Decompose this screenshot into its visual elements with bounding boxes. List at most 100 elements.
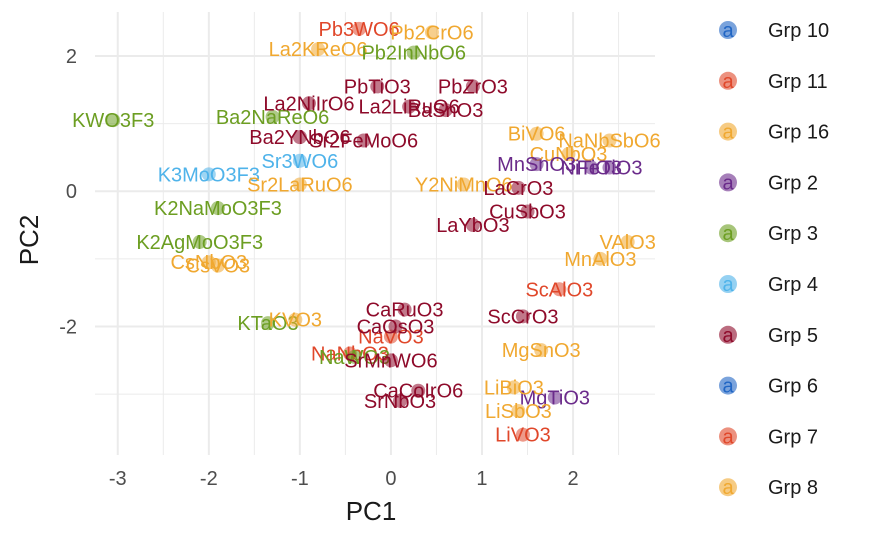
data-point-marker — [292, 153, 307, 168]
data-point-marker — [515, 427, 530, 442]
data-point-marker — [561, 147, 576, 162]
data-point-marker — [352, 21, 367, 36]
x-tick-label: -2 — [200, 468, 218, 490]
data-point-marker — [261, 316, 276, 331]
legend-key-glyph: a — [722, 223, 734, 245]
data-point-label: Sr2FeMoO6 — [309, 131, 418, 153]
data-point-label: PbZrO3 — [438, 76, 508, 98]
data-point-marker — [201, 167, 216, 182]
data-point-marker — [192, 234, 207, 249]
data-point-label: SrNbO3 — [364, 391, 436, 413]
data-point-label: LiVO3 — [495, 425, 551, 447]
data-point-marker — [552, 282, 567, 297]
data-point-label: NaVO3 — [358, 327, 424, 349]
legend-key-marker — [719, 122, 737, 141]
data-point-marker — [529, 157, 544, 172]
data-point-marker — [515, 309, 530, 324]
data-point-label: Ba2YNbO6 — [249, 127, 350, 149]
legend-key-marker — [719, 275, 737, 293]
y-tick-label: 2 — [66, 46, 77, 68]
data-point-label: LiSbO3 — [485, 401, 552, 423]
legend-key-marker — [719, 478, 737, 497]
data-point-label: CaRuO3 — [366, 300, 444, 322]
legend-key-marker — [719, 224, 737, 243]
data-point-label: SrMnWO6 — [344, 350, 437, 372]
data-point-label: La2KReO6 — [269, 39, 368, 61]
data-point-label: CaOsO3 — [357, 316, 435, 338]
data-point-marker — [465, 218, 480, 233]
data-point-label: CsVO3 — [186, 256, 250, 278]
data-point-marker — [465, 79, 480, 94]
data-point-label: LiBiO3 — [484, 377, 544, 399]
legend-key-glyph: a — [722, 325, 734, 347]
data-point-marker — [265, 109, 280, 124]
data-point-marker — [292, 177, 307, 192]
data-point-label: NaNbSbO6 — [558, 131, 660, 153]
data-point-label: MgTiO3 — [520, 388, 590, 410]
data-point-label: CsNbO3 — [170, 252, 247, 274]
data-point-label: Ba2NaReO6 — [216, 107, 329, 129]
data-point-marker — [388, 319, 403, 334]
data-point-label: ScCrO3 — [487, 306, 558, 328]
data-point-marker — [547, 390, 562, 405]
data-point-label: KWO3F3 — [72, 110, 154, 132]
data-point-marker — [301, 96, 316, 111]
data-point-label: KTaO3 — [237, 313, 298, 335]
legend-key-glyph: a — [722, 376, 734, 398]
legend-entry-label: Grp 16 — [768, 122, 829, 144]
data-point-label: PbTiO3 — [344, 76, 411, 98]
data-point-marker — [438, 103, 453, 118]
data-point-marker — [534, 343, 549, 358]
data-point-label: CuNbO3 — [530, 144, 608, 166]
legend-entry-label: Grp 10 — [768, 20, 829, 42]
data-point-label: Pb2CrO6 — [390, 22, 473, 44]
data-point-label: LaYbO3 — [436, 215, 509, 237]
legend-key-marker — [719, 427, 737, 446]
data-point-marker — [397, 302, 412, 317]
legend-key-glyph: a — [722, 274, 734, 296]
legend-entry-label: Grp 5 — [768, 325, 818, 347]
data-point-marker — [620, 234, 635, 249]
data-point-marker — [456, 177, 471, 192]
data-point-marker — [370, 79, 385, 94]
y-axis-label: PC2 — [14, 215, 44, 266]
legend: a Grp 10 a Grp 11 a Grp 16 a Grp 2 a Grp 3 a Grp 4 a… — [719, 20, 829, 499]
legend-entry-label: Grp 7 — [768, 426, 818, 448]
data-point-marker — [506, 380, 521, 395]
legend-key-glyph: a — [722, 477, 734, 499]
x-axis-label: PC1 — [346, 496, 397, 526]
data-point-marker — [347, 349, 362, 364]
data-point-marker — [602, 160, 617, 175]
data-point-label: NiTiO3 — [561, 158, 622, 180]
data-point-label: K2AgMoO3F3 — [136, 232, 263, 254]
data-point-label: Pb3WO6 — [318, 19, 399, 41]
data-point-marker — [393, 393, 408, 408]
data-point-marker — [292, 130, 307, 145]
data-point-label: Y2NiMnO6 — [415, 174, 513, 196]
x-axis-ticks: -3 -2 -1 0 1 2 — [109, 468, 579, 490]
data-point-label: ScAlO3 — [525, 279, 593, 301]
legend-key-glyph: a — [722, 20, 734, 42]
data-point-label: VAlO3 — [600, 232, 656, 254]
data-point-marker — [106, 113, 121, 128]
data-point-label: BaSnO3 — [408, 100, 484, 122]
grid-minor — [95, 12, 655, 455]
data-point-marker — [424, 25, 439, 40]
data-point-label: Sr3WO6 — [262, 151, 339, 173]
y-tick-label: 0 — [66, 181, 77, 203]
legend-key-glyph: a — [722, 172, 734, 194]
data-point-label: Sr2LaRuO6 — [247, 174, 353, 196]
data-point-label: Pb2InNbO6 — [361, 43, 466, 65]
y-axis-ticks: -2 0 2 — [59, 46, 77, 339]
data-point-marker — [520, 204, 535, 219]
data-point-label: LaCrO3 — [483, 178, 553, 200]
y-tick-label: -2 — [59, 316, 77, 338]
legend-key-marker — [719, 376, 737, 395]
data-point-label: MnSnO3 — [497, 154, 576, 176]
legend-entry-label: Grp 4 — [768, 274, 818, 296]
legend-key-glyph: a — [722, 71, 734, 93]
legend-entry-label: Grp 2 — [768, 172, 818, 194]
data-point-label: MgSnO3 — [502, 340, 581, 362]
x-tick-label: 0 — [385, 468, 396, 490]
